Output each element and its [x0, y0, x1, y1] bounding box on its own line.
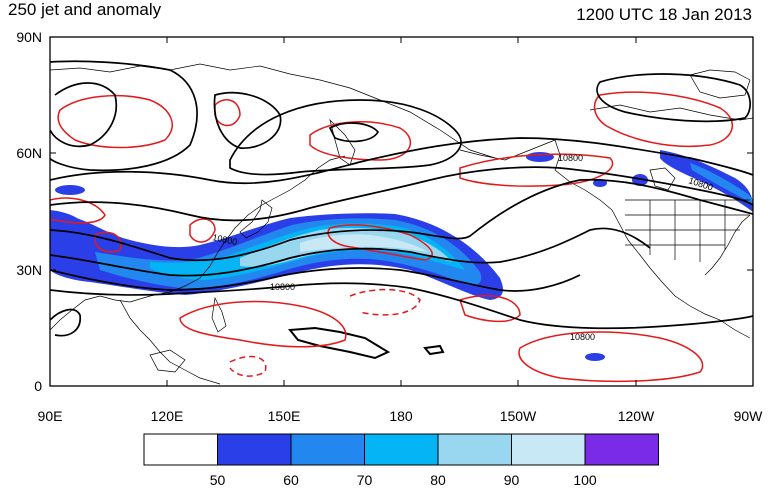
lon-label-150w: 150W [500, 408, 537, 424]
anomaly-tropics-east [518, 331, 704, 383]
height-contour-tropical-high [50, 308, 81, 337]
lon-label-150e: 150E [268, 408, 301, 424]
jet-patch-bc [593, 179, 607, 187]
colorbar-swatch-0 [143, 433, 218, 466]
jet-patch-hudson [632, 174, 648, 186]
colorbar-label-70: 70 [357, 472, 373, 488]
coast-east-asia [50, 155, 346, 331]
coast-borneo [149, 349, 186, 373]
height-contour-2 [50, 166, 753, 222]
lon-label-90e: 90E [38, 408, 63, 424]
longitude-labels: 90E 120E 150E 180 150W 120W 90W [38, 408, 764, 424]
lat-label-30n: 30N [16, 262, 42, 278]
height-contour-4 [50, 227, 651, 277]
lon-label-120w: 120W [618, 408, 655, 424]
anomaly-canada [593, 91, 734, 148]
lon-label-90w: 90W [734, 408, 764, 424]
jet-shading [50, 150, 753, 361]
jet-patch-siberia [55, 185, 85, 195]
height-contour-1 [50, 137, 753, 185]
colorbar-swatch-4 [437, 433, 512, 466]
lon-label-180: 180 [389, 408, 413, 424]
height-contour-polar-low [50, 82, 118, 148]
height-contour-high-arctic [229, 99, 462, 176]
contour-label-1: 10800 [558, 153, 583, 163]
coastlines [50, 63, 753, 385]
coast-hawaii [423, 344, 445, 356]
contour-label-5: 10800 [570, 332, 595, 342]
coast-eurasia-north [50, 63, 496, 159]
lat-label-0: 0 [34, 378, 42, 394]
height-contour-6 [50, 282, 753, 330]
anomaly-japan [189, 218, 216, 243]
coast-new-guinea [288, 326, 391, 360]
colorbar-label-80: 80 [430, 472, 446, 488]
coast-arctic-islands [589, 104, 753, 121]
lat-label-90n: 90N [16, 29, 42, 45]
coast-philippines [211, 296, 227, 333]
lat-label-60n: 60N [16, 145, 42, 161]
lon-label-120e: 120E [151, 408, 184, 424]
coast-southeast-asia [119, 299, 221, 385]
axis-ticks [49, 36, 754, 387]
jet-arctic-core [690, 163, 753, 204]
height-contour-3 [50, 178, 753, 262]
height-contour-5 [50, 267, 581, 292]
anomaly-jet-core [327, 224, 433, 261]
coast-alaska [459, 139, 613, 211]
height-contour-arctic-lobe [213, 91, 282, 149]
coast-japan [239, 199, 273, 239]
colorbar-label-50: 50 [210, 472, 226, 488]
colorbar-label-100: 100 [573, 472, 597, 488]
height-contour-bering-low [328, 122, 380, 143]
latitude-labels: 90N 60N 30N 0 [16, 29, 42, 394]
colorbar-swatch-3 [364, 433, 439, 466]
height-contour-canadian-low [596, 73, 751, 123]
anomaly-hawaii [459, 294, 521, 323]
figure-title: 250 jet and anomaly [8, 0, 162, 19]
contour-label-4: 10800 [270, 282, 295, 292]
colorbar: 50 60 70 80 90 100 [143, 433, 659, 488]
anomaly-negative-dashed [349, 288, 421, 316]
colorbar-swatch-1 [217, 433, 292, 466]
anomaly-tropics-west [179, 300, 347, 348]
height-contour-polar-ring [50, 60, 198, 172]
anomaly-contours [50, 91, 734, 383]
coast-north-america-east [704, 214, 751, 276]
height-contours [50, 60, 753, 337]
coast-greenland [689, 69, 751, 99]
anomaly-arctic [214, 99, 241, 127]
colorbar-label-60: 60 [283, 472, 299, 488]
jet-band-90 [300, 234, 428, 252]
colorbar-swatch-6 [584, 433, 659, 466]
anomaly-tibet [50, 197, 106, 224]
colorbar-label-90: 90 [504, 472, 520, 488]
valid-time: 1200 UTC 18 Jan 2013 [576, 5, 752, 24]
us-state-grid [625, 199, 750, 262]
colorbar-swatch-5 [511, 433, 586, 466]
map-plot-area: 10800 10800 10800 10800 10800 [50, 37, 753, 386]
colorbar-swatch-2 [290, 433, 365, 466]
jet-patch-hawaii [585, 353, 605, 361]
anomaly-north-pacific [459, 153, 614, 187]
anomaly-south-china [94, 231, 122, 253]
